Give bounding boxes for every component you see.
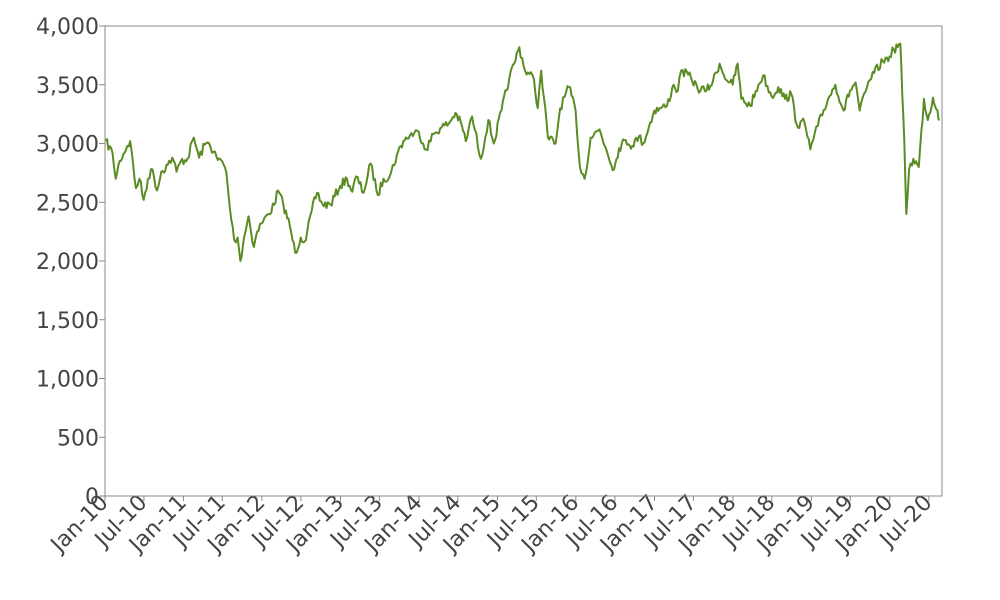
series-line: [104, 42, 941, 262]
y-tick-label: 500: [57, 426, 99, 451]
y-tick-label: 1,500: [36, 309, 99, 334]
y-tick-label: 2,500: [36, 191, 99, 216]
y-axis-ticks: 0 500 1,000 1,500 2,000 2,500 3,000 3,500 4,000: [36, 15, 105, 510]
y-tick-label: 1,000: [36, 368, 99, 393]
plot-area-frame: [104, 25, 943, 497]
y-tick-label: 4,000: [36, 15, 99, 40]
y-tick-label: 3,000: [36, 133, 99, 158]
x-axis-ticks: Jan-10Jul-10Jan-11Jul-11Jan-12Jul-12Jan-…: [45, 490, 937, 558]
y-tick-label: 3,500: [36, 74, 99, 99]
y-tick-label: 0: [85, 485, 99, 510]
y-tick-label: 2,000: [36, 250, 99, 275]
series-layer: [104, 42, 941, 262]
